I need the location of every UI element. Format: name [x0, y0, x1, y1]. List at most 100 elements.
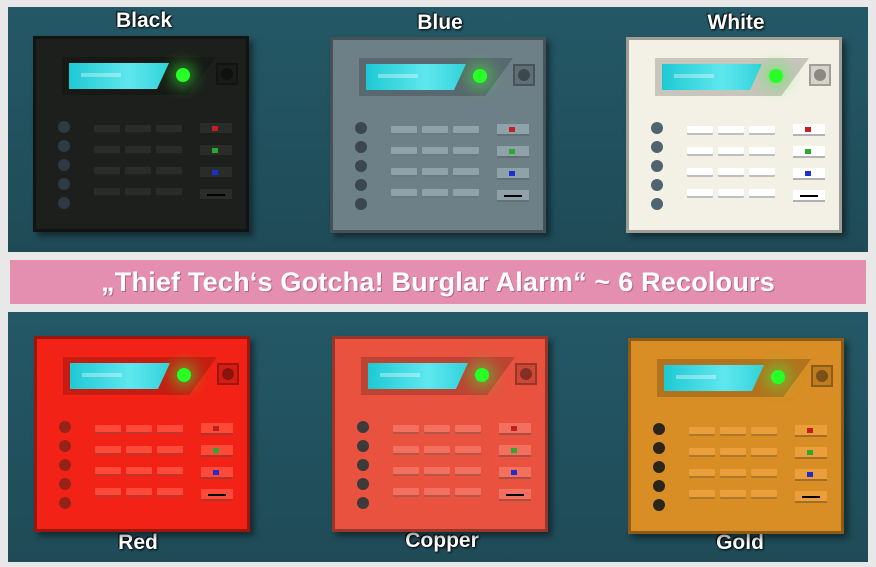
side-button: [651, 198, 663, 210]
side-button: [653, 423, 665, 435]
keypad-key: [94, 125, 120, 134]
keypad-key: [424, 488, 450, 497]
speaker-icon: [515, 363, 537, 385]
side-buttons: [355, 122, 369, 217]
side-button: [357, 478, 369, 490]
side-button: [58, 159, 70, 171]
side-button: [58, 178, 70, 190]
side-buttons: [357, 421, 371, 516]
keypad-key: [126, 446, 152, 455]
speaker-icon: [811, 365, 833, 387]
function-key: [201, 445, 233, 457]
side-button: [653, 480, 665, 492]
keypad-key: [422, 189, 448, 198]
alarm-keypad-black: [33, 36, 249, 232]
function-keys: [497, 124, 529, 202]
recolour-label-black: Black: [115, 9, 173, 32]
keypad-key: [126, 467, 152, 476]
keypad-key: [393, 467, 419, 476]
keypad-key: [751, 469, 777, 478]
recolour-label-blue: Blue: [417, 11, 463, 34]
keypad: [95, 425, 183, 497]
keypad-key: [687, 126, 713, 135]
keypad-key: [718, 168, 744, 177]
function-key: [497, 190, 529, 202]
side-button: [355, 122, 367, 134]
function-key: [795, 447, 827, 459]
side-button: [651, 160, 663, 172]
status-led-icon: [177, 368, 191, 382]
function-key: [201, 423, 233, 435]
keypad-key: [94, 146, 120, 155]
recolour-label-red: Red: [118, 531, 158, 554]
banner-title: „Thief Tech‘s Gotcha! Burglar Alarm“ ~ 6…: [101, 266, 775, 297]
status-led-icon: [176, 68, 190, 82]
side-button: [357, 421, 369, 433]
keypad-key: [95, 446, 121, 455]
status-led-icon: [475, 368, 489, 382]
keypad-key: [393, 425, 419, 434]
keypad-key: [720, 448, 746, 457]
keypad-key: [749, 168, 775, 177]
keypad-key: [424, 467, 450, 476]
lcd-screen: [662, 64, 762, 90]
function-key: [200, 123, 232, 135]
keypad-key: [156, 188, 182, 197]
side-button: [651, 122, 663, 134]
function-keys: [795, 425, 827, 503]
function-key: [795, 491, 827, 503]
side-button: [58, 121, 70, 133]
keypad-key: [720, 490, 746, 499]
keypad-key: [393, 488, 419, 497]
alarm-keypad-red: [34, 336, 250, 532]
function-key: [793, 124, 825, 136]
side-buttons: [653, 423, 667, 518]
side-button: [59, 497, 71, 509]
keypad-key: [422, 126, 448, 135]
function-key: [499, 423, 531, 435]
side-button: [357, 440, 369, 452]
function-key: [497, 146, 529, 158]
function-key: [497, 124, 529, 136]
function-key: [201, 467, 233, 479]
keypad-key: [391, 168, 417, 177]
function-key: [793, 190, 825, 202]
keypad: [689, 427, 777, 499]
speaker-icon: [217, 363, 239, 385]
keypad: [391, 126, 479, 198]
keypad-key: [422, 168, 448, 177]
keypad-key: [157, 446, 183, 455]
function-key: [200, 167, 232, 179]
keypad-key: [125, 146, 151, 155]
keypad-key: [453, 168, 479, 177]
keypad-key: [95, 467, 121, 476]
keypad-key: [720, 427, 746, 436]
side-button: [653, 442, 665, 454]
keypad-key: [391, 147, 417, 156]
alarm-keypad-gold: [628, 338, 844, 534]
lcd-screen: [664, 365, 764, 391]
alarm-keypad-copper: [332, 336, 548, 532]
side-buttons: [59, 421, 73, 516]
keypad-key: [453, 189, 479, 198]
keypad-key: [687, 168, 713, 177]
keypad-key: [455, 488, 481, 497]
keypad-key: [689, 448, 715, 457]
side-button: [59, 421, 71, 433]
keypad-key: [94, 167, 120, 176]
keypad-key: [687, 189, 713, 198]
function-key: [499, 489, 531, 501]
side-button: [355, 179, 367, 191]
keypad-key: [718, 189, 744, 198]
keypad-key: [157, 488, 183, 497]
side-button: [653, 461, 665, 473]
status-led-icon: [771, 370, 785, 384]
status-led-icon: [473, 69, 487, 83]
side-button: [355, 198, 367, 210]
side-button: [355, 160, 367, 172]
keypad-key: [424, 446, 450, 455]
keypad-key: [455, 467, 481, 476]
function-key: [200, 189, 232, 201]
keypad-key: [689, 490, 715, 499]
keypad-key: [125, 188, 151, 197]
